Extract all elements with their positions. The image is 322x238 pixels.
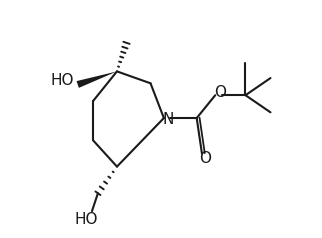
Text: N: N [163, 112, 174, 128]
Text: HO: HO [74, 212, 98, 227]
Text: HO: HO [51, 73, 74, 89]
Polygon shape [77, 71, 117, 88]
Text: O: O [214, 85, 226, 100]
Text: O: O [199, 151, 211, 166]
